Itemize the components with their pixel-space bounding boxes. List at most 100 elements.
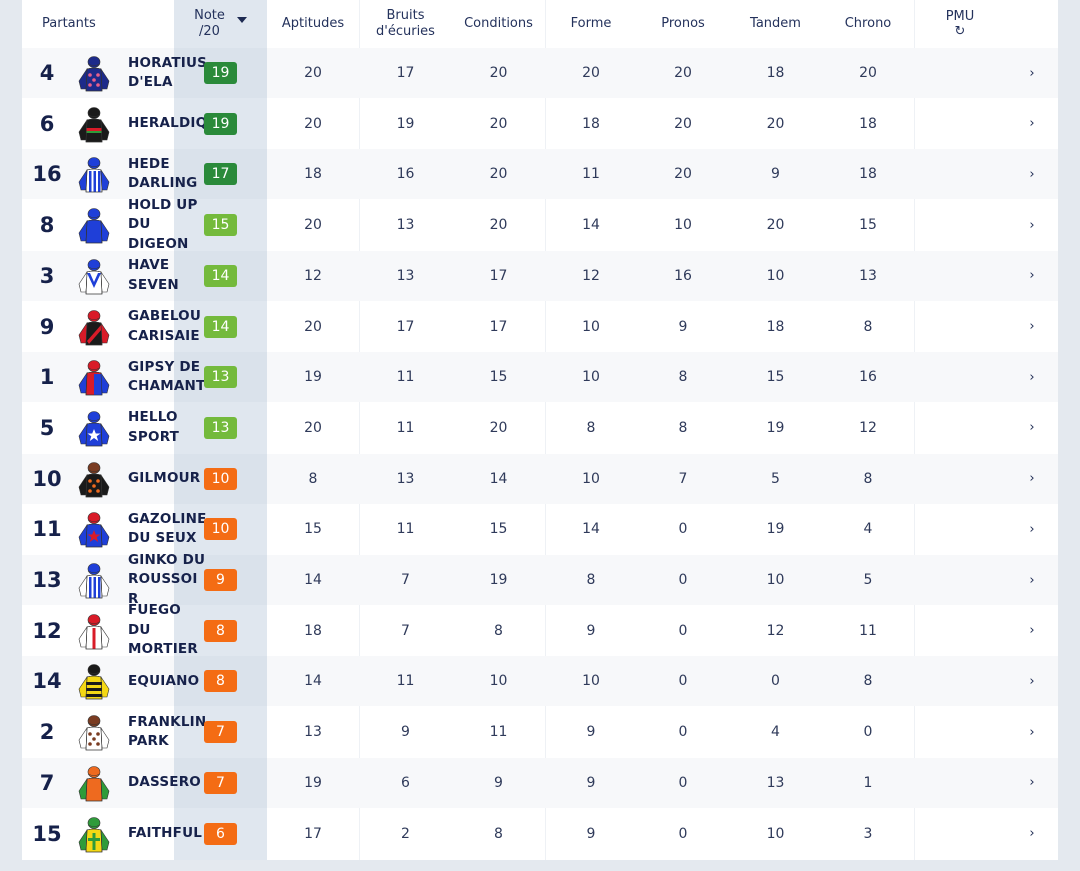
- note-badge: 8: [204, 619, 237, 642]
- header-bruits-line2: d'écuries: [376, 24, 435, 39]
- runner-number: 5: [39, 415, 55, 440]
- note-badge: 17: [204, 163, 237, 186]
- pronos-value: 0: [678, 825, 688, 842]
- header-note[interactable]: Note /20: [174, 0, 267, 48]
- conditions-value: 17: [489, 267, 508, 284]
- table-row[interactable]: 2 FRANKLIN PARK 7 13 9 11 9 0 4 0 ›: [22, 707, 1058, 758]
- pronos-value: 8: [678, 369, 688, 386]
- chevron-right-icon[interactable]: ›: [1029, 623, 1035, 639]
- bruits-value: 13: [396, 217, 415, 234]
- table-row[interactable]: 6 HERALDIQ 19 20 19 20 18 20 20 18 ›: [22, 98, 1058, 149]
- runner-name[interactable]: FAITHFUL: [128, 824, 203, 841]
- caret-down-icon[interactable]: [236, 17, 247, 23]
- header-pmu[interactable]: PMU ↻: [914, 0, 1006, 48]
- chevron-right-icon[interactable]: ›: [1029, 166, 1035, 182]
- header-forme[interactable]: Forme: [545, 0, 637, 48]
- header-tandem[interactable]: Tandem: [729, 0, 822, 48]
- runner-name[interactable]: GILMOUR: [128, 469, 201, 486]
- table-row[interactable]: 15 FAITHFUL 6 17 2 8 9 0 10 3 ›: [22, 808, 1058, 859]
- runner-number: 4: [39, 61, 55, 85]
- note-badge: 10: [204, 467, 237, 490]
- header-conditions[interactable]: Conditions: [452, 0, 545, 48]
- table-row[interactable]: 9 GABELOU CARISAIE 14 20 17 17 10 9 18 8 ›: [22, 301, 1058, 352]
- header-forme-label: Forme: [570, 16, 612, 31]
- jockey-silk-icon: [76, 258, 112, 296]
- runner-name[interactable]: HELLO SPORT: [128, 409, 180, 445]
- chevron-right-icon[interactable]: ›: [1029, 775, 1035, 791]
- runner-number: 6: [39, 111, 55, 136]
- chrono-value: 15: [859, 217, 877, 234]
- chevron-right-icon[interactable]: ›: [1029, 319, 1035, 334]
- chevron-right-icon[interactable]: ›: [1029, 217, 1035, 233]
- header-note-line2: /20: [199, 24, 220, 39]
- runner-name[interactable]: HAVE SEVEN: [128, 257, 179, 293]
- conditions-value: 15: [489, 369, 508, 386]
- tandem-value: 10: [766, 267, 785, 284]
- pronos-value: 0: [678, 724, 688, 741]
- header-aptitudes[interactable]: Aptitudes: [267, 0, 359, 48]
- jockey-silk-icon: [76, 106, 112, 144]
- runner-number: 2: [39, 720, 55, 745]
- conditions-value: 9: [494, 774, 503, 791]
- bruits-value: 7: [401, 622, 410, 639]
- chevron-right-icon[interactable]: ›: [1029, 268, 1035, 284]
- chevron-right-icon[interactable]: ›: [1029, 369, 1035, 385]
- forme-value: 9: [586, 622, 596, 639]
- table-row[interactable]: 16 HEDE DARLING 17 18 16 20 11 20 9 18 ›: [22, 149, 1058, 200]
- chevron-right-icon[interactable]: ›: [1029, 471, 1035, 487]
- chrono-value: 8: [863, 673, 873, 690]
- header-chrono[interactable]: Chrono: [822, 0, 914, 48]
- chevron-right-icon[interactable]: ›: [1029, 65, 1035, 81]
- runner-number: 15: [32, 821, 62, 846]
- chevron-right-icon[interactable]: ›: [1029, 724, 1035, 740]
- runner-name[interactable]: DASSERO: [128, 774, 201, 791]
- runner-name[interactable]: EQUIANO: [128, 672, 200, 689]
- tandem-value: 13: [766, 774, 785, 791]
- table-row[interactable]: 14 EQUIANO 8 14 11 10 10 0 0 8 ›: [22, 656, 1058, 707]
- refresh-icon[interactable]: ↻: [954, 24, 966, 39]
- table-row[interactable]: 11 GAZOLINE DU SEUX 10 15 11 15 14 0 19 4 ›: [22, 504, 1058, 555]
- table-row[interactable]: 8 HOLD UP DU DIGEON 15 20 13 20 14 10 20 15 ›: [22, 196, 1058, 252]
- runner-name[interactable]: HORATIUS D'ELA: [128, 54, 208, 91]
- runner-name[interactable]: FUEGO DU MORTIER: [128, 602, 198, 658]
- table-row[interactable]: 7 DASSERO 7 19 6 9 9 0 13 1 ›: [22, 757, 1058, 808]
- chevron-right-icon[interactable]: ›: [1029, 521, 1035, 537]
- chevron-right-icon[interactable]: ›: [1029, 116, 1035, 132]
- pronos-value: 0: [678, 521, 688, 538]
- chevron-right-icon[interactable]: ›: [1029, 826, 1035, 841]
- tandem-value: 20: [766, 115, 785, 132]
- runner-name[interactable]: GINKO DU ROUSSOIR: [128, 551, 206, 607]
- aptitudes-value: 20: [304, 65, 322, 81]
- header-pronos[interactable]: Pronos: [637, 0, 729, 48]
- table-row[interactable]: 12 FUEGO DU MORTIER 8 18 7 8 9 0 12 11 ›: [22, 602, 1058, 658]
- header-bruits[interactable]: Bruits d'écuries: [359, 0, 452, 48]
- runner-name[interactable]: FRANKLIN PARK: [128, 713, 207, 750]
- aptitudes-value: 20: [304, 115, 322, 132]
- chevron-right-icon[interactable]: ›: [1029, 572, 1035, 588]
- runner-name[interactable]: GABELOU CARISAIE: [128, 308, 202, 344]
- chevron-right-icon[interactable]: ›: [1029, 420, 1035, 436]
- runner-name[interactable]: HERALDIQ: [128, 114, 208, 131]
- conditions-value: 20: [489, 217, 508, 234]
- runner-name[interactable]: HOLD UP DU DIGEON: [128, 196, 198, 252]
- runner-name[interactable]: GIPSY DE CHAMANT: [128, 358, 206, 395]
- pronos-value: 8: [678, 419, 688, 436]
- table-row[interactable]: 13 GINKO DU ROUSSOIR 9 14 7 19 8 0 10 5 ›: [22, 551, 1058, 607]
- chrono-value: 0: [863, 724, 873, 741]
- conditions-value: 15: [489, 521, 508, 538]
- chrono-value: 16: [859, 369, 877, 386]
- table-row[interactable]: 4 HORATIUS D'ELA 19 20 17 20 20 20 18 20 ›: [22, 48, 1058, 98]
- note-badge: 13: [204, 416, 237, 439]
- aptitudes-value: 19: [304, 774, 322, 791]
- runner-name[interactable]: GAZOLINE DU SEUX: [128, 510, 207, 547]
- jockey-silk-icon: [76, 511, 112, 549]
- table-row[interactable]: 1 GIPSY DE CHAMANT 13 19 11 15 10 8 15 16 ›: [22, 352, 1058, 403]
- runner-name[interactable]: HEDE DARLING: [128, 155, 198, 192]
- header-pmu-label: PMU: [945, 9, 975, 24]
- header-partants[interactable]: Partants: [42, 0, 132, 48]
- table-row[interactable]: 10 GILMOUR 10 8 13 14 10 7 5 8 ›: [22, 453, 1058, 504]
- table-row[interactable]: 3 HAVE SEVEN 14 12 13 17 12 16 10 13 ›: [22, 250, 1058, 301]
- chrono-value: 11: [859, 622, 877, 639]
- chevron-right-icon[interactable]: ›: [1029, 673, 1035, 689]
- table-row[interactable]: 5 HELLO SPORT 13 20 11 20 8 8 19 12 ›: [22, 402, 1058, 453]
